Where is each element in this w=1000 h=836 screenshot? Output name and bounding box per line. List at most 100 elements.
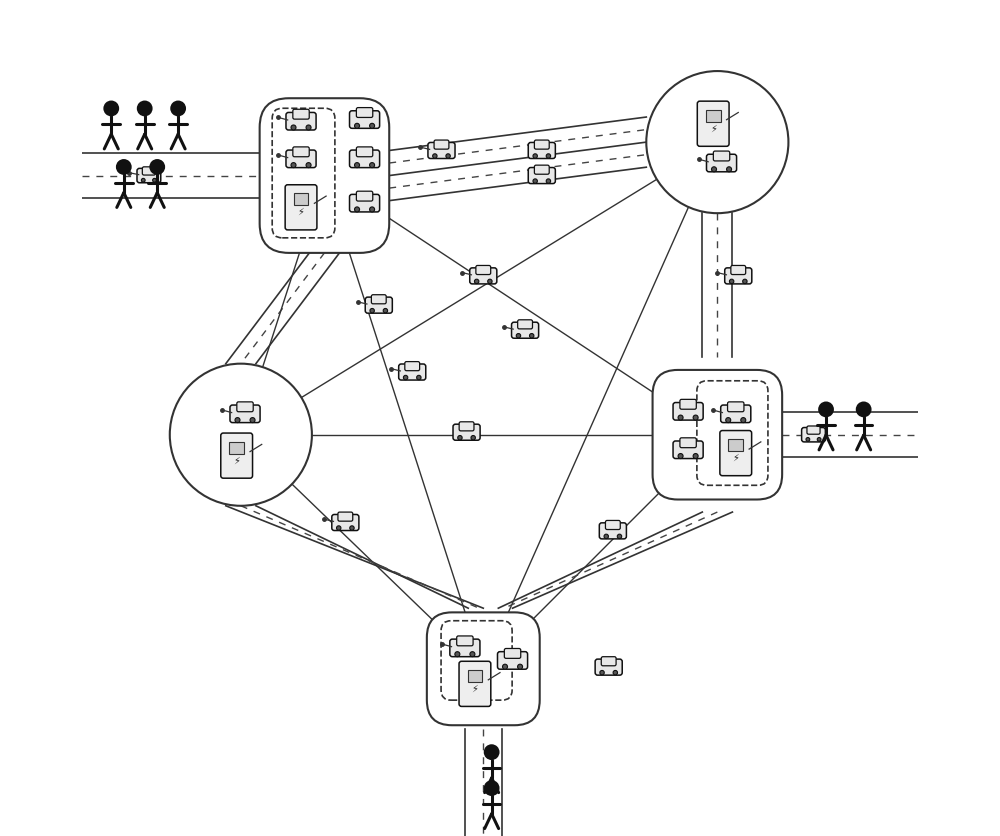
Circle shape bbox=[817, 437, 821, 441]
FancyBboxPatch shape bbox=[595, 659, 622, 675]
FancyBboxPatch shape bbox=[728, 402, 744, 412]
FancyBboxPatch shape bbox=[350, 111, 380, 129]
Circle shape bbox=[355, 123, 360, 129]
FancyBboxPatch shape bbox=[802, 427, 825, 442]
Circle shape bbox=[455, 652, 460, 657]
Circle shape bbox=[743, 279, 747, 283]
Circle shape bbox=[235, 418, 240, 422]
FancyBboxPatch shape bbox=[229, 441, 244, 454]
FancyBboxPatch shape bbox=[371, 295, 386, 303]
FancyBboxPatch shape bbox=[457, 636, 473, 645]
Circle shape bbox=[291, 125, 296, 130]
Circle shape bbox=[727, 166, 732, 172]
FancyBboxPatch shape bbox=[137, 168, 161, 183]
Text: ⚡: ⚡ bbox=[298, 207, 304, 217]
Circle shape bbox=[516, 334, 521, 338]
FancyBboxPatch shape bbox=[293, 147, 309, 157]
Circle shape bbox=[518, 664, 523, 669]
FancyBboxPatch shape bbox=[528, 142, 555, 159]
FancyBboxPatch shape bbox=[332, 514, 359, 531]
FancyBboxPatch shape bbox=[725, 268, 752, 284]
FancyBboxPatch shape bbox=[720, 431, 752, 476]
Circle shape bbox=[533, 179, 537, 183]
FancyBboxPatch shape bbox=[653, 370, 782, 500]
Circle shape bbox=[546, 179, 551, 183]
FancyBboxPatch shape bbox=[459, 422, 474, 431]
FancyBboxPatch shape bbox=[356, 147, 373, 157]
FancyBboxPatch shape bbox=[504, 649, 521, 659]
Circle shape bbox=[370, 206, 375, 212]
Circle shape bbox=[600, 670, 604, 675]
Circle shape bbox=[604, 534, 608, 538]
FancyBboxPatch shape bbox=[338, 512, 353, 521]
FancyBboxPatch shape bbox=[807, 426, 820, 434]
Circle shape bbox=[857, 402, 871, 416]
FancyBboxPatch shape bbox=[428, 142, 455, 159]
FancyBboxPatch shape bbox=[599, 522, 626, 539]
FancyBboxPatch shape bbox=[534, 140, 549, 149]
FancyBboxPatch shape bbox=[680, 400, 696, 410]
Circle shape bbox=[446, 154, 450, 158]
Circle shape bbox=[613, 670, 618, 675]
FancyBboxPatch shape bbox=[350, 194, 380, 212]
Circle shape bbox=[355, 162, 360, 167]
FancyBboxPatch shape bbox=[680, 438, 696, 448]
Circle shape bbox=[726, 418, 731, 422]
FancyBboxPatch shape bbox=[427, 612, 540, 725]
FancyBboxPatch shape bbox=[728, 439, 743, 451]
FancyBboxPatch shape bbox=[476, 266, 491, 274]
Text: ⚡: ⚡ bbox=[732, 453, 739, 463]
Circle shape bbox=[488, 279, 492, 283]
Circle shape bbox=[474, 279, 479, 283]
Circle shape bbox=[355, 206, 360, 212]
Circle shape bbox=[458, 436, 462, 440]
FancyBboxPatch shape bbox=[518, 320, 532, 329]
Circle shape bbox=[819, 402, 833, 416]
FancyBboxPatch shape bbox=[142, 167, 155, 175]
FancyBboxPatch shape bbox=[434, 140, 449, 149]
Circle shape bbox=[678, 415, 683, 420]
Circle shape bbox=[370, 123, 375, 129]
FancyBboxPatch shape bbox=[405, 362, 420, 370]
Circle shape bbox=[712, 166, 717, 172]
FancyBboxPatch shape bbox=[286, 113, 316, 130]
Text: ⚡: ⚡ bbox=[471, 684, 478, 694]
FancyBboxPatch shape bbox=[673, 441, 703, 459]
Circle shape bbox=[693, 415, 698, 420]
Circle shape bbox=[806, 437, 810, 441]
Circle shape bbox=[470, 652, 475, 657]
FancyBboxPatch shape bbox=[721, 405, 751, 423]
Circle shape bbox=[370, 308, 374, 313]
FancyBboxPatch shape bbox=[706, 110, 721, 122]
Circle shape bbox=[693, 453, 698, 458]
FancyBboxPatch shape bbox=[497, 652, 528, 669]
Circle shape bbox=[485, 781, 499, 795]
FancyBboxPatch shape bbox=[221, 433, 253, 478]
Circle shape bbox=[350, 526, 354, 530]
Circle shape bbox=[370, 162, 375, 167]
Circle shape bbox=[171, 101, 185, 115]
Circle shape bbox=[729, 279, 734, 283]
Circle shape bbox=[433, 154, 437, 158]
Circle shape bbox=[533, 154, 537, 158]
FancyBboxPatch shape bbox=[450, 639, 480, 657]
Circle shape bbox=[150, 160, 164, 174]
Circle shape bbox=[170, 364, 312, 506]
Circle shape bbox=[417, 375, 421, 380]
Text: ⚡: ⚡ bbox=[710, 124, 717, 134]
Circle shape bbox=[306, 162, 311, 167]
Circle shape bbox=[471, 436, 475, 440]
Circle shape bbox=[741, 418, 746, 422]
Circle shape bbox=[546, 154, 551, 158]
FancyBboxPatch shape bbox=[365, 297, 392, 314]
FancyBboxPatch shape bbox=[601, 657, 616, 665]
Circle shape bbox=[306, 125, 311, 130]
FancyBboxPatch shape bbox=[453, 424, 480, 441]
Circle shape bbox=[529, 334, 534, 338]
Circle shape bbox=[141, 178, 145, 182]
Circle shape bbox=[337, 526, 341, 530]
FancyBboxPatch shape bbox=[673, 402, 703, 420]
FancyBboxPatch shape bbox=[459, 661, 491, 706]
FancyBboxPatch shape bbox=[356, 108, 373, 118]
FancyBboxPatch shape bbox=[713, 151, 730, 161]
